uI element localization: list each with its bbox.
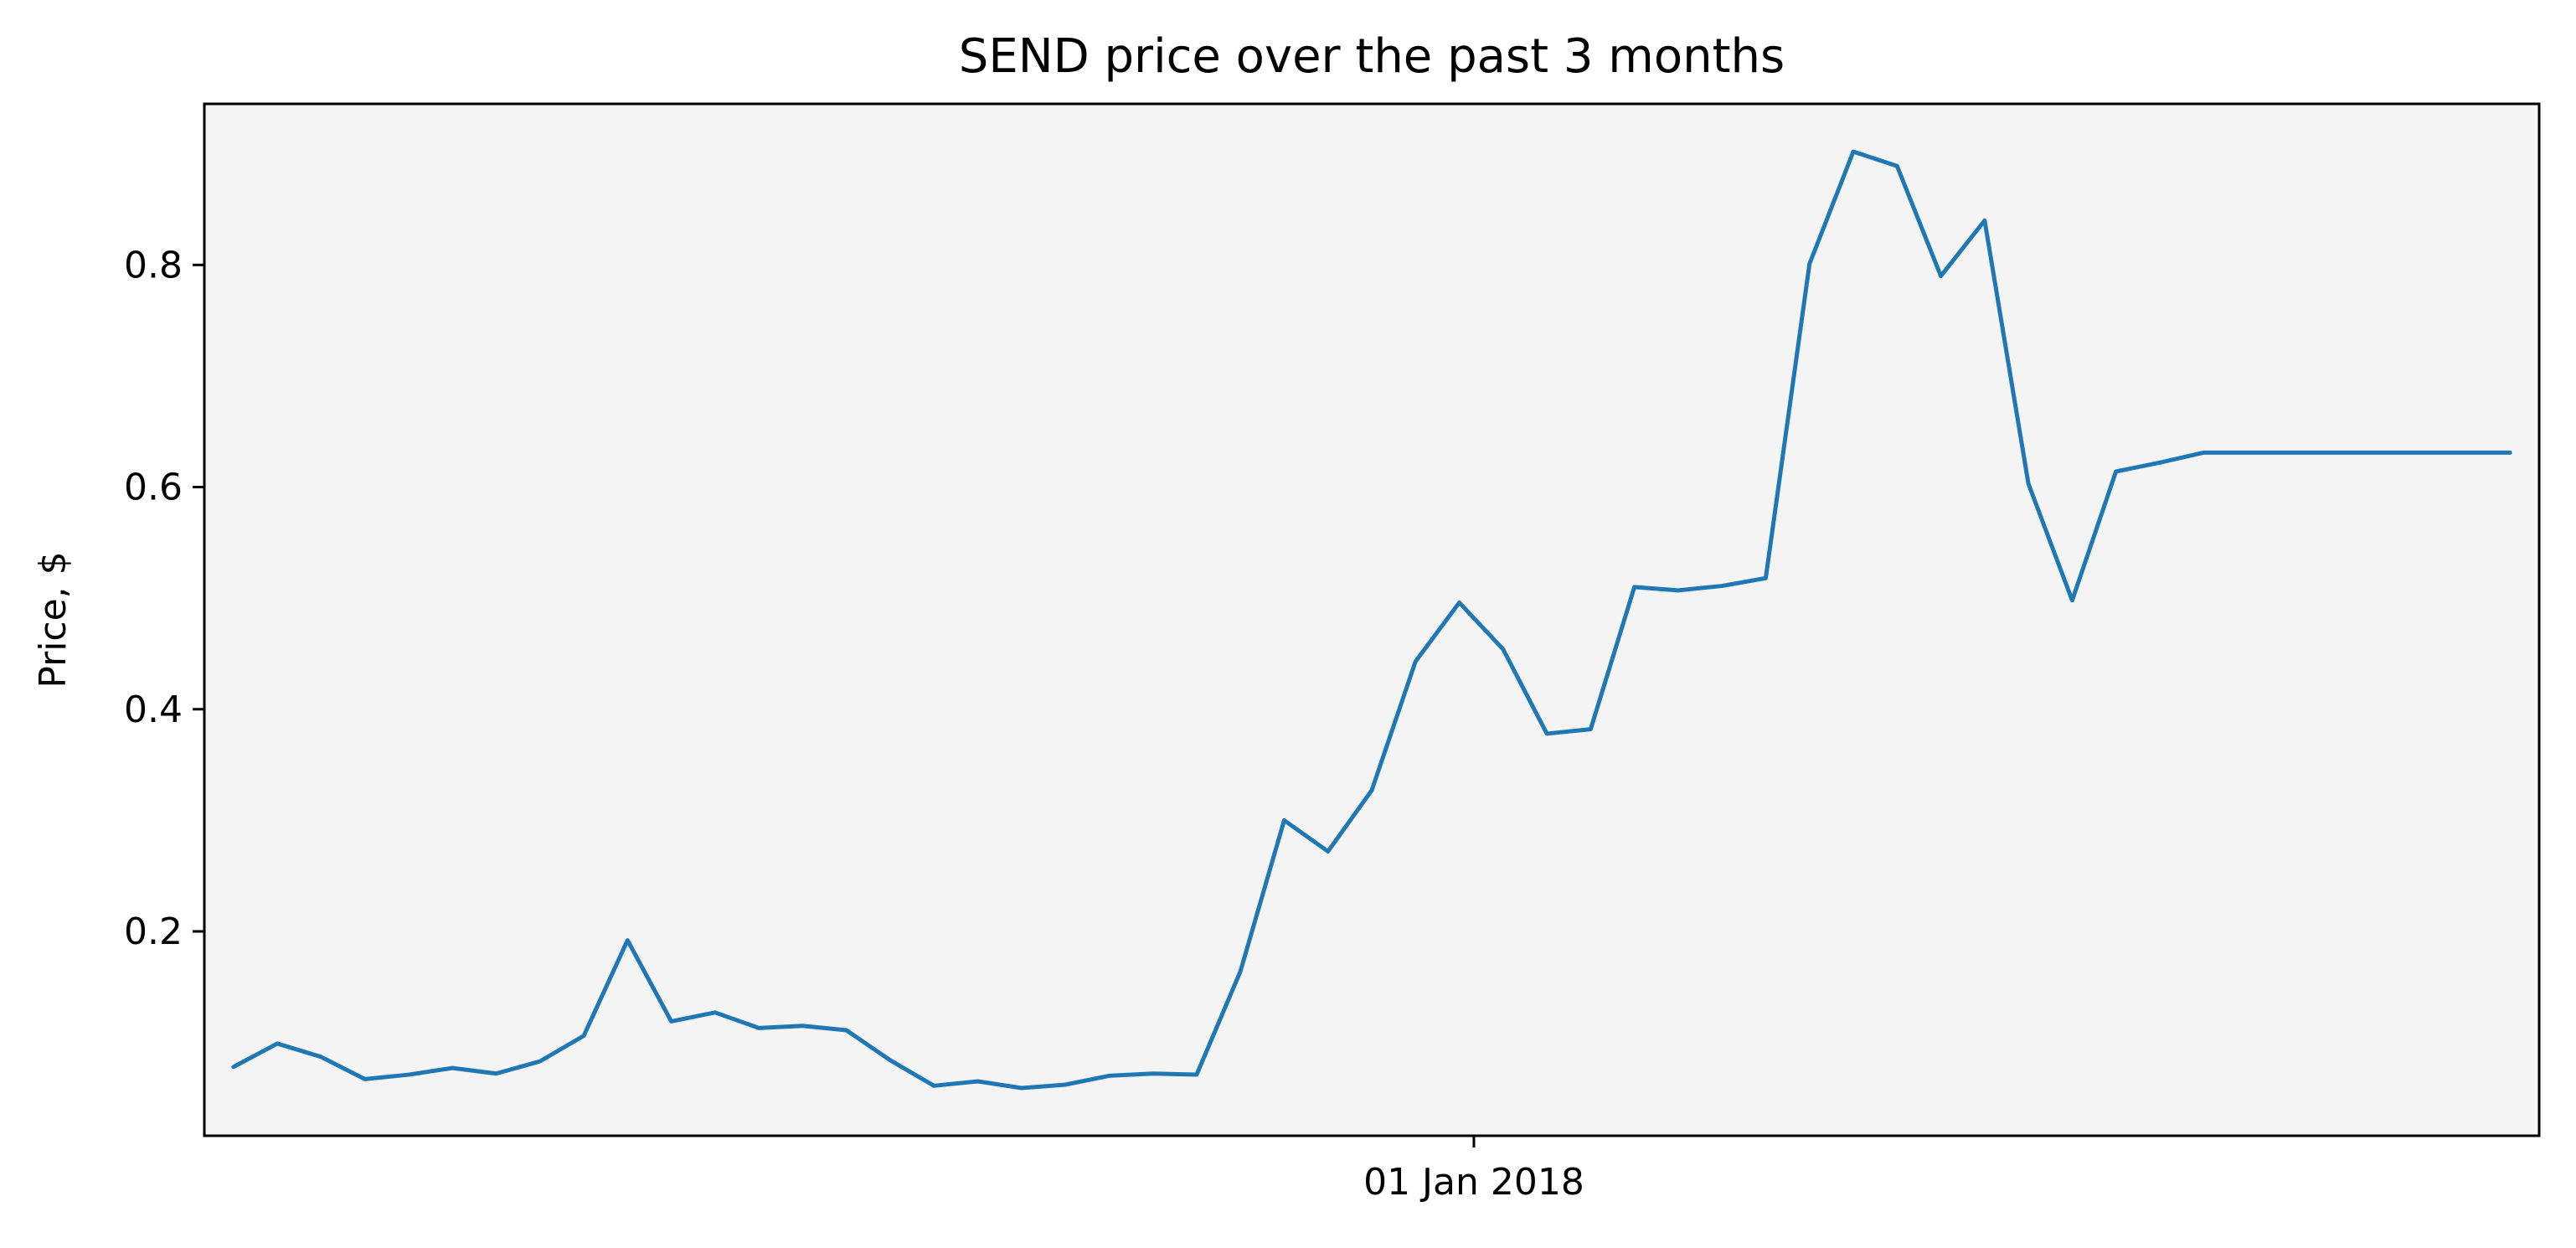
y-tick-label: 0.2 (124, 910, 183, 953)
y-tick-label: 0.6 (124, 467, 183, 509)
x-axis-ticks: 01 Jan 2018 (1363, 1136, 1584, 1204)
x-tick-label: 01 Jan 2018 (1363, 1161, 1584, 1204)
y-tick-label: 0.4 (124, 688, 183, 731)
plot-frame (203, 102, 2541, 1137)
price-series-line (231, 149, 2512, 1091)
chart-title: SEND price over the past 3 months (959, 29, 1785, 84)
y-tick-label: 0.8 (124, 244, 183, 286)
y-axis-label: Price, $ (32, 551, 75, 688)
plot-area (204, 104, 2539, 1136)
y-axis-ticks: 0.2 0.4 0.6 0.8 (124, 244, 204, 953)
